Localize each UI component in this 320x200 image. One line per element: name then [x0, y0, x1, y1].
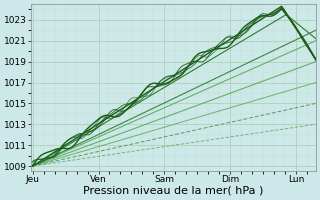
X-axis label: Pression niveau de la mer( hPa ): Pression niveau de la mer( hPa )	[84, 186, 264, 196]
